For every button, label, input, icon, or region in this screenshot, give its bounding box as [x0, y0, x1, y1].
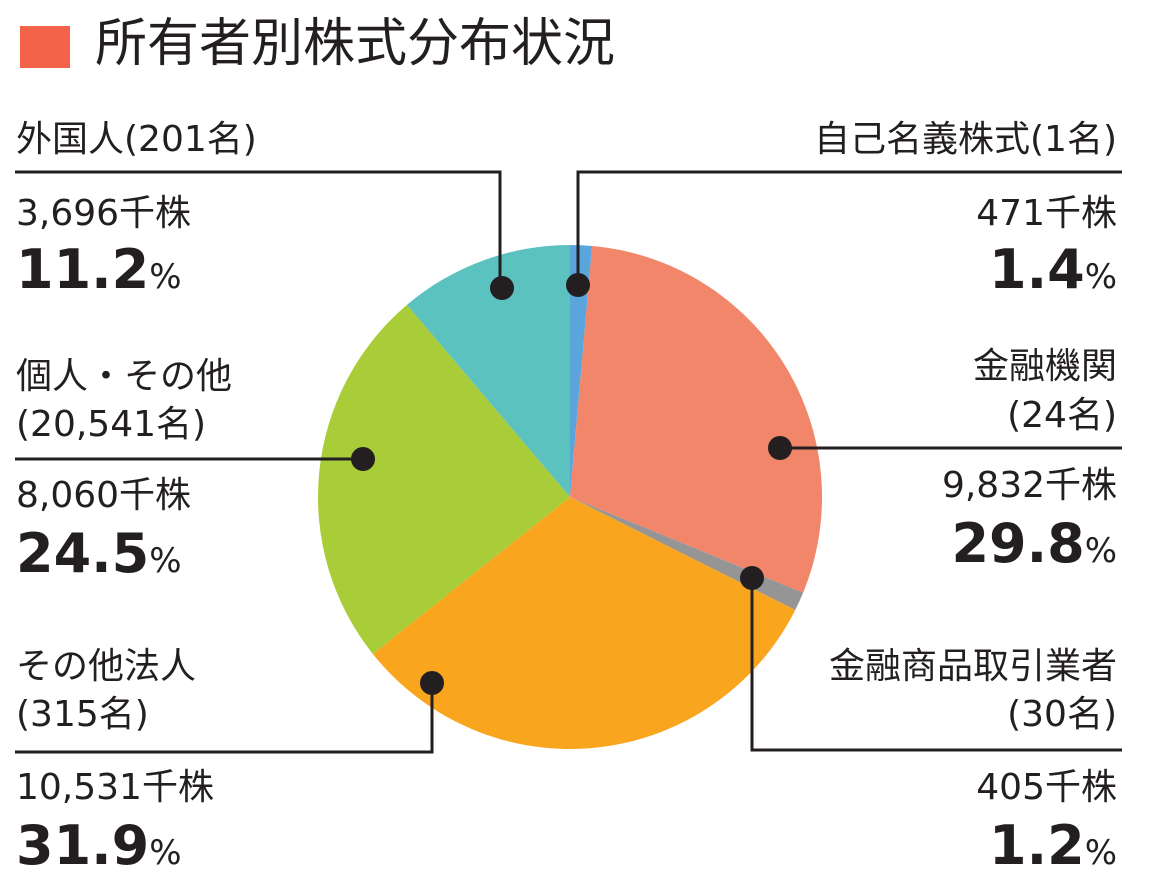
label-securities: 金融商品取引業者: [828, 646, 1117, 687]
pct-foreign: 11.2%: [16, 238, 182, 301]
pie-slice-0: [570, 245, 593, 497]
leader-dot-1: [768, 436, 792, 460]
leader-foreign: [15, 170, 502, 288]
shares-foreign: 3,696千株: [16, 193, 192, 234]
pie-slice-5: [406, 245, 570, 497]
pct-treasury: 1.4%: [989, 238, 1117, 301]
pie-slice-3: [372, 497, 796, 749]
leader-dot-2: [740, 566, 764, 590]
holders-financial: (24名): [1007, 395, 1117, 436]
leader-securities: [750, 578, 1122, 752]
shares-securities: 405千株: [976, 767, 1117, 808]
pct-securities: 1.2%: [989, 814, 1117, 877]
holders-securities: (30名): [1007, 694, 1117, 735]
title-marker: [20, 26, 70, 68]
label-individual: 個人・その他: [16, 356, 233, 397]
label-financial: 金融機関: [972, 346, 1117, 387]
leader-dot-4: [351, 447, 375, 471]
leader-dot-5: [490, 276, 514, 300]
shares-financial: 9,832千株: [941, 465, 1117, 506]
pie-slice-4: [318, 304, 570, 654]
holders-other-corp: (315名): [16, 694, 149, 735]
label-treasury: 自己名義株式(1名): [813, 119, 1117, 160]
leader-treasury: [576, 170, 1122, 285]
leader-dot-3: [420, 671, 444, 695]
pct-other-corp: 31.9%: [16, 814, 182, 877]
label-foreign: 外国人(201名): [16, 119, 257, 160]
leader-other-corp: [15, 683, 434, 754]
shares-other-corp: 10,531千株: [16, 767, 214, 808]
leader-dot-0: [566, 273, 590, 297]
holders-individual: (20,541名): [16, 404, 207, 445]
shares-individual: 8,060千株: [16, 475, 192, 516]
pct-financial: 29.8%: [951, 512, 1117, 575]
chart-title: 所有者別株式分布状況: [95, 14, 616, 74]
pie-slice-1: [570, 245, 822, 593]
label-other-corp: その他法人: [16, 646, 197, 687]
shares-treasury: 471千株: [976, 193, 1117, 234]
pct-individual: 24.5%: [16, 522, 182, 585]
